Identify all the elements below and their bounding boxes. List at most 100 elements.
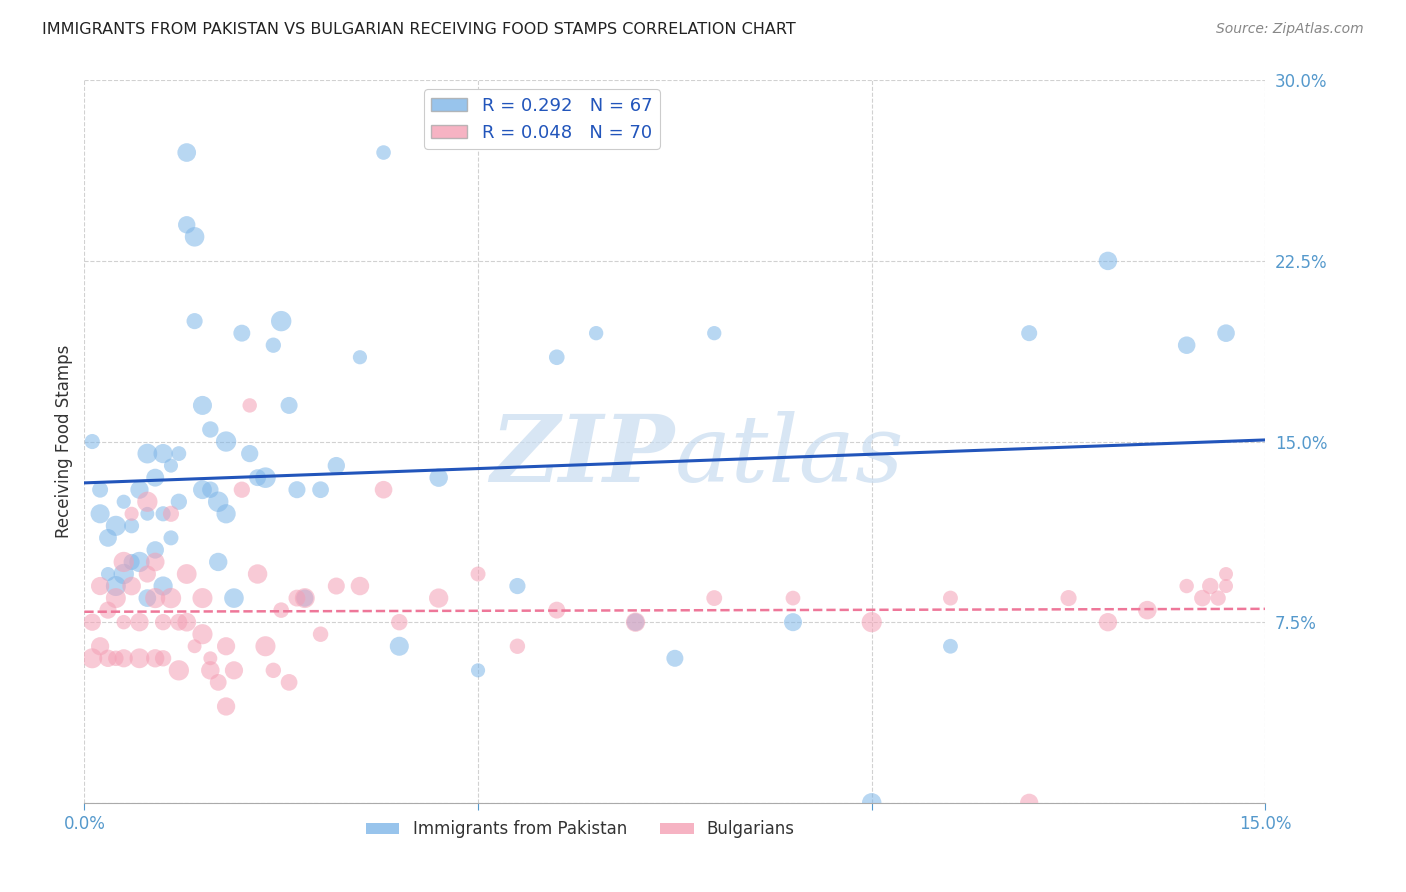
- Point: [373, 483, 395, 497]
- Point: [152, 507, 174, 521]
- Point: [136, 567, 159, 582]
- Point: [112, 494, 135, 508]
- Point: [1215, 579, 1237, 593]
- Point: [104, 651, 127, 665]
- Text: atlas: atlas: [675, 411, 904, 501]
- Point: [200, 664, 222, 678]
- Point: [176, 145, 198, 160]
- Point: [89, 507, 111, 521]
- Point: [136, 507, 159, 521]
- Point: [97, 531, 120, 545]
- Point: [183, 639, 205, 653]
- Point: [1097, 253, 1119, 268]
- Point: [215, 699, 238, 714]
- Point: [506, 639, 529, 653]
- Point: [112, 555, 135, 569]
- Y-axis label: Receiving Food Stamps: Receiving Food Stamps: [55, 345, 73, 538]
- Point: [1199, 579, 1222, 593]
- Point: [136, 591, 159, 605]
- Point: [1097, 615, 1119, 630]
- Point: [239, 446, 262, 460]
- Point: [128, 555, 150, 569]
- Point: [121, 555, 143, 569]
- Point: [664, 651, 686, 665]
- Point: [388, 615, 411, 630]
- Legend: Immigrants from Pakistan, Bulgarians: Immigrants from Pakistan, Bulgarians: [360, 814, 801, 845]
- Point: [349, 350, 371, 364]
- Point: [104, 591, 127, 605]
- Point: [207, 555, 229, 569]
- Point: [97, 651, 120, 665]
- Point: [246, 470, 269, 484]
- Point: [167, 494, 190, 508]
- Point: [546, 350, 568, 364]
- Point: [939, 639, 962, 653]
- Point: [136, 494, 159, 508]
- Point: [82, 651, 104, 665]
- Point: [585, 326, 607, 340]
- Point: [160, 458, 183, 473]
- Point: [112, 567, 135, 582]
- Point: [254, 470, 277, 484]
- Point: [285, 483, 308, 497]
- Point: [191, 398, 214, 412]
- Point: [262, 664, 284, 678]
- Point: [112, 651, 135, 665]
- Point: [294, 591, 316, 605]
- Point: [121, 579, 143, 593]
- Point: [546, 603, 568, 617]
- Point: [89, 579, 111, 593]
- Point: [624, 615, 647, 630]
- Point: [215, 639, 238, 653]
- Point: [388, 639, 411, 653]
- Point: [89, 483, 111, 497]
- Point: [215, 434, 238, 449]
- Point: [467, 567, 489, 582]
- Point: [309, 483, 332, 497]
- Point: [285, 591, 308, 605]
- Point: [128, 651, 150, 665]
- Point: [121, 507, 143, 521]
- Point: [82, 434, 104, 449]
- Point: [176, 615, 198, 630]
- Point: [294, 591, 316, 605]
- Point: [191, 627, 214, 641]
- Point: [939, 591, 962, 605]
- Point: [1206, 591, 1229, 605]
- Point: [782, 591, 804, 605]
- Point: [183, 230, 205, 244]
- Point: [200, 651, 222, 665]
- Point: [325, 579, 347, 593]
- Point: [222, 664, 245, 678]
- Point: [167, 664, 190, 678]
- Point: [1057, 591, 1080, 605]
- Point: [200, 422, 222, 436]
- Point: [152, 651, 174, 665]
- Point: [782, 615, 804, 630]
- Point: [152, 446, 174, 460]
- Point: [143, 542, 166, 557]
- Point: [167, 615, 190, 630]
- Point: [112, 615, 135, 630]
- Point: [703, 326, 725, 340]
- Point: [152, 615, 174, 630]
- Point: [309, 627, 332, 641]
- Point: [143, 651, 166, 665]
- Point: [278, 398, 301, 412]
- Point: [1191, 591, 1213, 605]
- Point: [246, 567, 269, 582]
- Point: [89, 639, 111, 653]
- Point: [231, 326, 253, 340]
- Point: [176, 567, 198, 582]
- Point: [183, 314, 205, 328]
- Point: [254, 639, 277, 653]
- Point: [200, 483, 222, 497]
- Point: [97, 603, 120, 617]
- Point: [160, 507, 183, 521]
- Point: [467, 664, 489, 678]
- Point: [82, 615, 104, 630]
- Point: [231, 483, 253, 497]
- Text: ZIP: ZIP: [491, 411, 675, 501]
- Point: [176, 218, 198, 232]
- Point: [104, 518, 127, 533]
